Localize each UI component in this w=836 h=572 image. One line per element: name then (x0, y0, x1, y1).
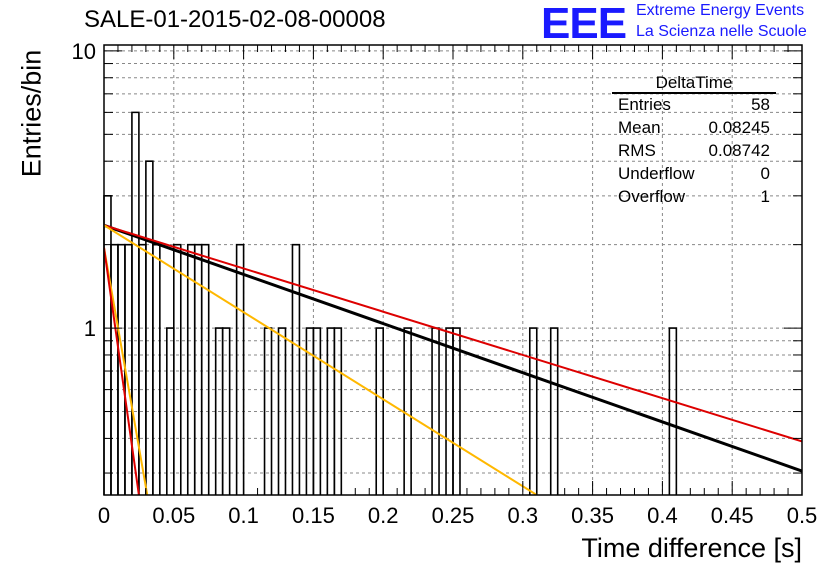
stats-box: DeltaTime Entries 58 Mean 0.08245 RMS 0.08742 U… (612, 73, 776, 206)
histogram-bin (173, 243, 182, 495)
chart-title: SALE-01-2015-02-08-00008 (84, 6, 386, 33)
x-tick-label: 0.45 (711, 503, 754, 528)
histogram-bin (277, 327, 287, 495)
y-tick-label: 10 (72, 39, 96, 64)
stats-label: Mean (618, 118, 661, 137)
stats-value: 1 (761, 187, 770, 206)
logo-line-2: La Scienza nelle Scuole (636, 23, 807, 40)
x-tick-label: 0 (98, 503, 110, 528)
x-tick-label: 0.3 (508, 503, 539, 528)
fit-curve (104, 224, 802, 443)
fit-curve (104, 247, 149, 495)
histogram-bin (200, 243, 210, 495)
histogram-bin (152, 243, 161, 495)
stats-value: 0.08742 (709, 141, 770, 160)
fit-curve (104, 223, 802, 473)
stats-value: 0.08245 (709, 118, 770, 137)
histogram-bins (103, 111, 678, 495)
histogram-bin (235, 243, 245, 495)
fit-curve (104, 247, 140, 495)
stats-label: Entries (618, 95, 671, 114)
x-tick-label: 0.35 (571, 503, 614, 528)
stats-label: Underflow (618, 164, 695, 183)
y-tick-label: 1 (84, 316, 96, 341)
histogram-bin (528, 327, 538, 495)
histogram-bin (103, 195, 112, 495)
x-tick-label: 0.1 (228, 503, 259, 528)
x-tick-label: 0.25 (432, 503, 475, 528)
x-tick-label: 0.4 (647, 503, 678, 528)
x-tick-label: 0.5 (787, 503, 818, 528)
histogram-bin (221, 327, 231, 495)
fit-curve (104, 224, 538, 495)
stats-label: Overflow (618, 187, 686, 206)
fit-curves (104, 223, 802, 495)
x-axis-label: Time difference [s] (581, 533, 802, 563)
logo-line-1: Extreme Energy Events (636, 2, 805, 19)
histogram-bin (668, 327, 678, 495)
histogram-bin (375, 327, 384, 495)
histogram-bin (452, 327, 461, 495)
stats-value: 0 (761, 164, 770, 183)
x-tick-label: 0.2 (368, 503, 399, 528)
x-tick-label: 0.05 (152, 503, 195, 528)
stats-title: DeltaTime (656, 73, 733, 92)
stats-value: 58 (751, 95, 770, 114)
histogram-bin (110, 243, 119, 495)
histogram-bin (291, 243, 301, 495)
histogram-bin (549, 327, 559, 495)
eee-logo: EEE (541, 0, 627, 48)
stats-label: RMS (618, 141, 656, 160)
x-tick-label: 0.15 (292, 503, 335, 528)
histogram-bin (333, 327, 343, 495)
histogram-bin (312, 327, 322, 495)
